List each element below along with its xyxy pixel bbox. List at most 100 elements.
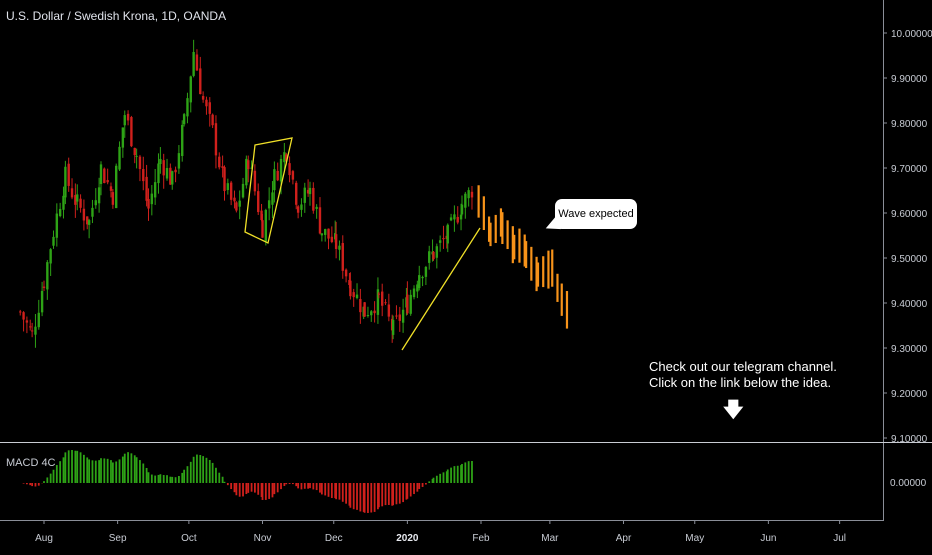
time-tick-label: Apr <box>616 533 632 544</box>
candle-body <box>271 192 274 205</box>
candle-body <box>291 171 295 180</box>
candle-body <box>192 51 195 76</box>
candle-body <box>109 186 113 191</box>
candle-body <box>46 262 49 290</box>
candle-body <box>376 289 380 315</box>
candle-body <box>398 314 401 321</box>
candle-body <box>247 160 250 170</box>
candle-body <box>464 193 467 208</box>
candle-body <box>315 206 318 209</box>
candle-body <box>226 183 230 191</box>
candle-body <box>279 158 283 182</box>
wave-expected-callout[interactable]: Wave expected <box>555 199 637 229</box>
candle-body <box>432 251 435 260</box>
price-tick-label: 9.70000 <box>891 164 928 175</box>
candle-body <box>99 164 103 185</box>
candle-body <box>126 113 130 121</box>
candle-body <box>79 198 82 208</box>
time-tick-label: Sep <box>109 533 127 544</box>
flag-pattern-drawing[interactable] <box>244 137 293 244</box>
candle-body <box>238 200 241 207</box>
candle-body <box>22 312 25 320</box>
candle-body <box>442 238 445 240</box>
candle-body <box>424 266 428 277</box>
candle-body <box>157 163 160 184</box>
candle-body <box>391 319 395 335</box>
candle-body <box>428 251 431 263</box>
candle-body <box>273 169 276 191</box>
candle-body <box>330 236 334 243</box>
candle-body <box>171 171 174 185</box>
candle-body <box>467 190 470 199</box>
candle-body <box>118 146 121 170</box>
price-tick-label: 9.40000 <box>891 299 928 310</box>
candle-body <box>406 294 409 314</box>
candle-body <box>334 234 338 249</box>
candle-body <box>288 163 291 176</box>
candle-body <box>438 240 442 243</box>
candle-body <box>241 183 245 198</box>
candle-body <box>312 187 315 211</box>
candle-body <box>147 198 150 209</box>
candle-body <box>418 275 421 289</box>
candle-body <box>67 163 70 186</box>
candle-body <box>257 191 260 213</box>
candle-body <box>34 326 37 335</box>
candle-series <box>19 39 474 348</box>
candle-body <box>169 167 172 185</box>
candle-body <box>49 249 52 264</box>
candle-body <box>106 180 109 183</box>
candle-body <box>135 155 138 157</box>
candle-body <box>103 168 106 184</box>
callout-text: Wave expected <box>558 208 634 220</box>
candle-body <box>470 191 474 198</box>
candle-body <box>300 204 303 210</box>
price-axis[interactable]: 10.00000 9.90000 9.80000 9.70000 9.60000 9.50… <box>883 29 932 445</box>
price-tick-label: 9.90000 <box>891 74 928 85</box>
candle-body <box>283 152 286 163</box>
candle-body <box>201 96 205 100</box>
candle-body <box>349 280 352 297</box>
candle-body <box>205 99 208 107</box>
candle-body <box>55 213 59 238</box>
note-line-1: Check out our telegram channel. <box>649 359 837 374</box>
candle-body <box>223 167 226 192</box>
candle-body <box>214 123 218 156</box>
candle-body <box>182 114 186 125</box>
time-tick-label: Nov <box>254 533 272 544</box>
candle-body <box>153 182 157 198</box>
down-arrow-icon: 🡇 <box>723 399 744 421</box>
macd-indicator-label[interactable]: MACD 4C <box>6 457 56 469</box>
candle-body <box>250 167 253 169</box>
candle-body <box>130 117 133 147</box>
candle-body <box>264 209 268 242</box>
chart-title: U.S. Dollar / Swedish Krona, 1D, OANDA <box>6 9 227 23</box>
candle-body <box>260 210 263 221</box>
candle-body <box>70 188 74 198</box>
candle-body <box>19 311 22 313</box>
candle-body <box>381 291 384 306</box>
candle-body <box>253 170 257 192</box>
candle-body <box>76 194 79 202</box>
candle-body <box>359 298 362 313</box>
candle-body <box>97 187 101 204</box>
candle-body <box>218 156 221 168</box>
candle-body <box>421 276 424 279</box>
candle-body <box>111 192 115 205</box>
candle-body <box>355 294 359 299</box>
trendline-drawing[interactable] <box>401 227 481 351</box>
time-axis[interactable]: Aug Sep Oct Nov Dec 2020 Feb Mar Apr May Jun Jul <box>35 520 846 544</box>
candle-body <box>121 127 125 148</box>
candle-body <box>324 229 327 235</box>
candle-body <box>320 233 324 236</box>
price-tick-label: 9.20000 <box>891 389 928 400</box>
candle-body <box>409 294 412 314</box>
candle-body <box>233 197 236 202</box>
candle-body <box>94 200 97 206</box>
price-tick-label: 9.30000 <box>891 344 928 355</box>
candle-body <box>318 207 322 234</box>
price-tick-label: 9.60000 <box>891 209 928 220</box>
candle-body <box>449 217 453 221</box>
